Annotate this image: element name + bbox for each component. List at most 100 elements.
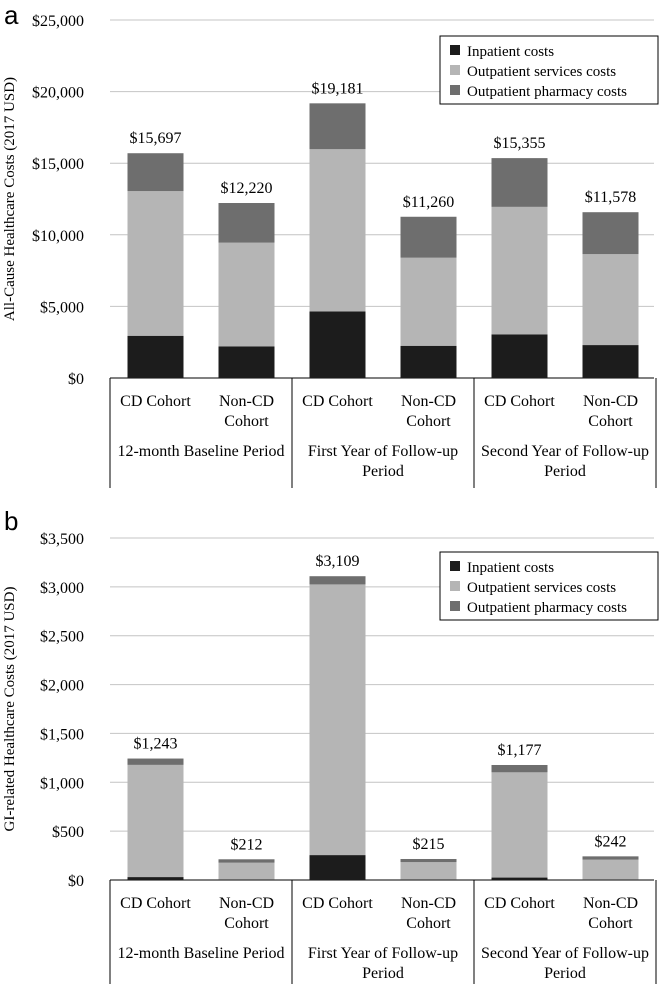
- bar-segment-outpatient-pharmacy-costs: [582, 856, 639, 860]
- panel-label-b: b: [4, 506, 19, 536]
- bar-segment-outpatient-pharmacy-costs: [400, 216, 457, 258]
- group-label: Second Year of Follow-up: [481, 443, 649, 460]
- category-label: CD Cohort: [120, 895, 191, 912]
- y-axis-title: GI-related Healthcare Costs (2017 USD): [2, 587, 18, 832]
- category-label: CD Cohort: [484, 895, 555, 912]
- bar-segment-outpatient-services-costs: [400, 257, 457, 346]
- bar-segment-outpatient-pharmacy-costs: [127, 153, 184, 192]
- bar-segment-outpatient-services-costs: [582, 254, 639, 346]
- bar-segment-outpatient-services-costs: [491, 206, 548, 335]
- category-label: Non-CD: [401, 895, 456, 912]
- bar-segment-inpatient-costs: [582, 345, 639, 378]
- y-tick-label: $0: [68, 873, 84, 890]
- category-label: Cohort: [406, 413, 451, 430]
- y-axis-title: All-Cause Healthcare Costs (2017 USD): [2, 77, 18, 321]
- bar-segment-outpatient-services-costs: [309, 584, 366, 856]
- category-label: Non-CD: [583, 895, 638, 912]
- bar-segment-outpatient-services-costs: [218, 862, 275, 880]
- total-label: $15,697: [130, 130, 182, 147]
- y-tick-label: $0: [68, 371, 84, 388]
- chart-a: $0 $5,000 $10,000 $15,000 $20,000 $25,000 All-…: [2, 13, 659, 488]
- chart-b: $0 $500 $1,000 $1,500 $2,000 $2,500 $3,000 $3,5…: [2, 531, 659, 984]
- bar-segment-outpatient-pharmacy-costs: [218, 859, 275, 863]
- y-tick-label: $500: [52, 824, 84, 841]
- category-label: Non-CD: [219, 895, 274, 912]
- total-label: $11,260: [403, 194, 454, 211]
- category-label: Cohort: [224, 915, 269, 932]
- y-tick-label: $1,000: [40, 775, 84, 792]
- category-label: Cohort: [406, 915, 451, 932]
- legend-entry: Inpatient costs: [467, 44, 554, 60]
- y-tick-label: $5,000: [40, 299, 84, 316]
- total-label: $15,355: [494, 135, 546, 152]
- y-tick-label: $15,000: [32, 156, 84, 173]
- y-tick-label: $3,000: [40, 580, 84, 597]
- bar-segment-inpatient-costs: [309, 855, 366, 880]
- category-label: CD Cohort: [120, 393, 191, 410]
- legend-swatch: [450, 85, 460, 95]
- bar-segment-outpatient-pharmacy-costs: [309, 103, 366, 150]
- bar-segment-inpatient-costs: [309, 311, 366, 378]
- y-tick-label: $20,000: [32, 85, 84, 102]
- total-label: $1,177: [498, 742, 542, 759]
- category-label: Cohort: [588, 413, 633, 430]
- group-label: First Year of Follow-up: [308, 945, 458, 962]
- bar-segment-inpatient-costs: [491, 877, 548, 880]
- legend-swatch: [450, 561, 460, 571]
- legend-swatch: [450, 581, 460, 591]
- y-tick-label: $25,000: [32, 13, 84, 30]
- legend-swatch: [450, 65, 460, 75]
- group-label: Period: [362, 965, 404, 982]
- legend-swatch: [450, 601, 460, 611]
- bar-segment-inpatient-costs: [218, 346, 275, 378]
- bar-segment-outpatient-pharmacy-costs: [127, 758, 184, 765]
- bar-segment-outpatient-pharmacy-costs: [400, 858, 457, 863]
- bar-segment-outpatient-pharmacy-costs: [218, 203, 275, 243]
- group-label: 12-month Baseline Period: [117, 945, 284, 962]
- bar-segment-outpatient-services-costs: [582, 859, 639, 880]
- bar-segment-inpatient-costs: [491, 334, 548, 378]
- group-label: Period: [362, 463, 404, 480]
- total-label: $1,243: [134, 736, 178, 753]
- category-label: Cohort: [588, 915, 633, 932]
- category-label: Cohort: [224, 413, 269, 430]
- total-label: $215: [413, 836, 445, 853]
- category-label: CD Cohort: [302, 895, 373, 912]
- total-label: $19,181: [312, 80, 364, 97]
- legend-box: [439, 551, 659, 621]
- category-label: Non-CD: [583, 393, 638, 410]
- y-tick-label: $1,500: [40, 726, 84, 743]
- legend-entry: Inpatient costs: [467, 560, 554, 576]
- y-tick-label: $10,000: [32, 228, 84, 245]
- legend-entry: Outpatient services costs: [467, 580, 616, 596]
- panel-label-a: a: [4, 0, 19, 30]
- total-label: $3,109: [316, 553, 360, 570]
- group-label: First Year of Follow-up: [308, 443, 458, 460]
- bar-segment-outpatient-services-costs: [127, 764, 184, 878]
- total-label: $242: [595, 833, 627, 850]
- bar-segment-outpatient-pharmacy-costs: [491, 158, 548, 207]
- bar-segment-inpatient-costs: [127, 877, 184, 880]
- y-tick-label: $3,500: [40, 531, 84, 548]
- bar-segment-inpatient-costs: [127, 335, 184, 378]
- category-label: CD Cohort: [484, 393, 555, 410]
- group-label: 12-month Baseline Period: [117, 443, 284, 460]
- group-label: Second Year of Follow-up: [481, 945, 649, 962]
- legend-entry: Outpatient pharmacy costs: [467, 84, 627, 100]
- bar-segment-outpatient-services-costs: [309, 149, 366, 312]
- legend-box: [439, 35, 659, 105]
- category-label: Non-CD: [219, 393, 274, 410]
- bar-segment-outpatient-pharmacy-costs: [491, 764, 548, 773]
- group-label: Period: [544, 463, 586, 480]
- total-label: $12,220: [221, 180, 273, 197]
- category-label: Non-CD: [401, 393, 456, 410]
- bar-segment-inpatient-costs: [400, 345, 457, 378]
- total-label: $212: [231, 836, 263, 853]
- bar-segment-outpatient-services-costs: [491, 772, 548, 878]
- legend-entry: Outpatient services costs: [467, 64, 616, 80]
- legend-entry: Outpatient pharmacy costs: [467, 600, 627, 616]
- total-label: $11,578: [585, 189, 636, 206]
- bar-segment-outpatient-services-costs: [218, 242, 275, 347]
- legend-swatch: [450, 45, 460, 55]
- y-tick-label: $2,500: [40, 629, 84, 646]
